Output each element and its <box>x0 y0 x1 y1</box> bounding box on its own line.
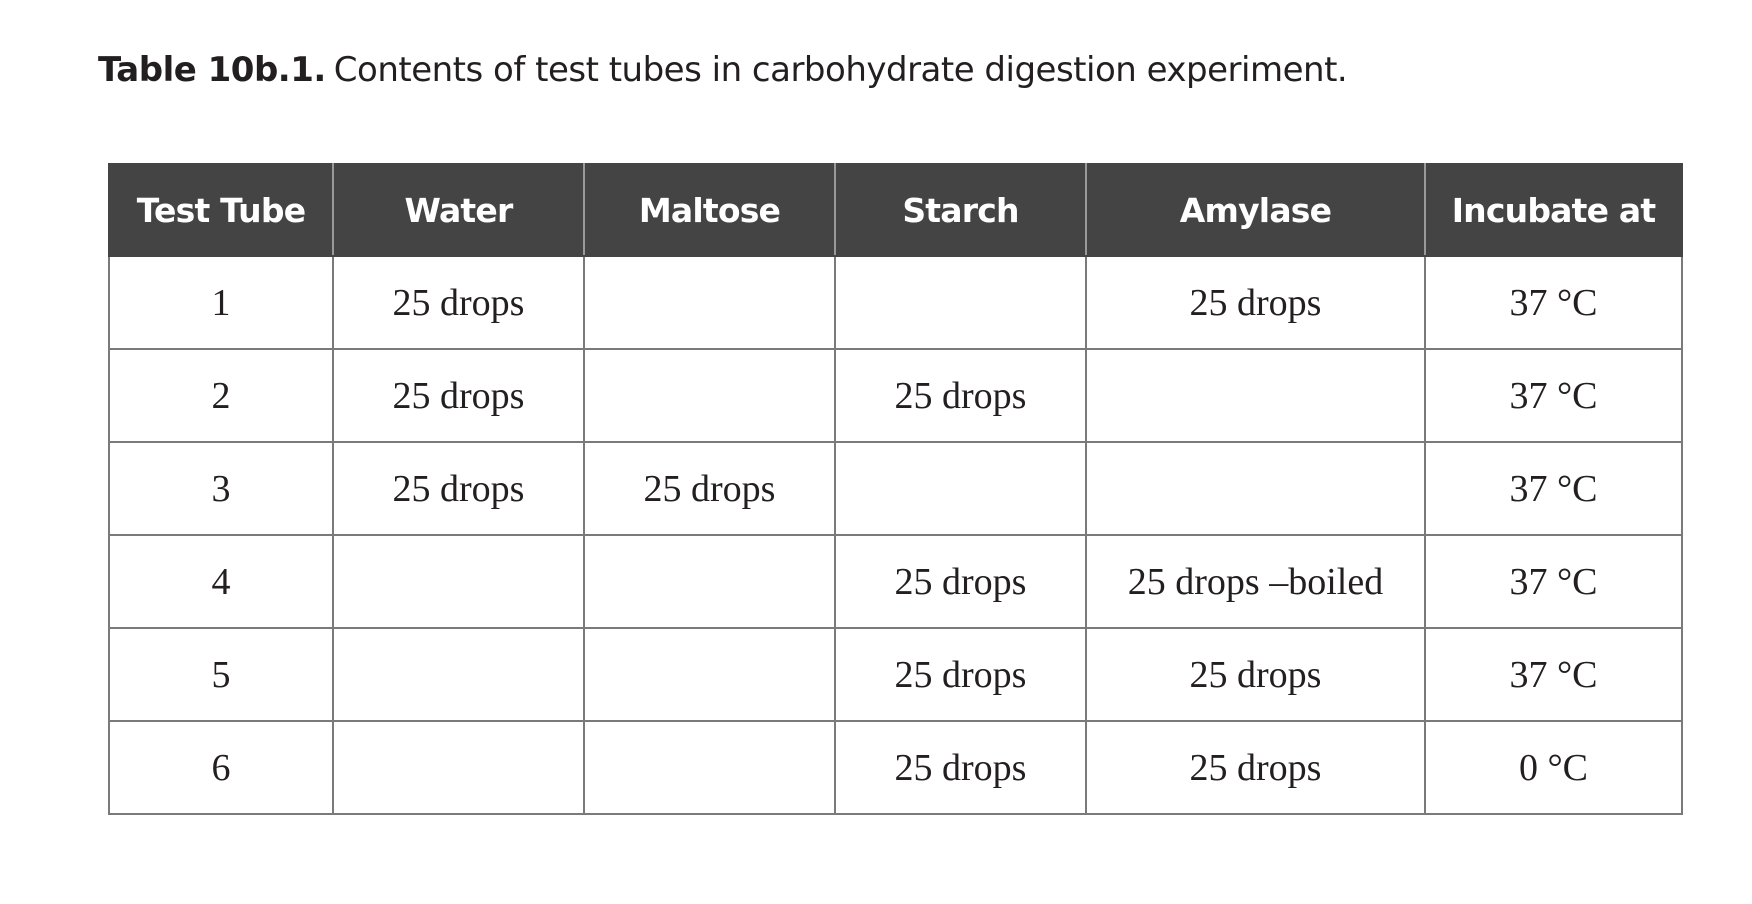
cell-water: 25 drops <box>332 348 585 443</box>
header-row: Test Tube Water Maltose Starch Amylase I… <box>108 163 1683 257</box>
table-row: 1 25 drops 25 drops 37 °C <box>108 255 1683 350</box>
header-maltose: Maltose <box>583 163 836 257</box>
table-caption: Table 10b.1. Contents of test tubes in ca… <box>98 44 1348 96</box>
cell-amylase: 25 drops <box>1085 720 1426 815</box>
cell-incubate-at: 37 °C <box>1424 627 1683 722</box>
cell-starch: 25 drops <box>834 534 1087 629</box>
caption-label: Table 10b.1. <box>98 50 326 90</box>
cell-starch: 25 drops <box>834 627 1087 722</box>
cell-incubate-at: 37 °C <box>1424 348 1683 443</box>
cell-starch: 25 drops <box>834 348 1087 443</box>
cell-maltose <box>583 255 836 350</box>
cell-water <box>332 534 585 629</box>
cell-test-tube: 6 <box>108 720 334 815</box>
header-amylase: Amylase <box>1085 163 1426 257</box>
cell-water: 25 drops <box>332 255 585 350</box>
cell-test-tube: 5 <box>108 627 334 722</box>
header-starch: Starch <box>834 163 1087 257</box>
cell-starch <box>834 255 1087 350</box>
table-body: 1 25 drops 25 drops 37 °C 2 25 drops 25 … <box>108 255 1683 815</box>
cell-amylase <box>1085 441 1426 536</box>
cell-test-tube: 3 <box>108 441 334 536</box>
cell-starch: 25 drops <box>834 720 1087 815</box>
cell-incubate-at: 37 °C <box>1424 534 1683 629</box>
table-row: 5 25 drops 25 drops 37 °C <box>108 627 1683 722</box>
table-row: 4 25 drops 25 drops –boiled 37 °C <box>108 534 1683 629</box>
cell-starch <box>834 441 1087 536</box>
table-row: 2 25 drops 25 drops 37 °C <box>108 348 1683 443</box>
table-row: 3 25 drops 25 drops 37 °C <box>108 441 1683 536</box>
cell-test-tube: 4 <box>108 534 334 629</box>
cell-maltose <box>583 534 836 629</box>
header-water: Water <box>332 163 585 257</box>
cell-amylase: 25 drops <box>1085 255 1426 350</box>
cell-maltose <box>583 348 836 443</box>
cell-water <box>332 627 585 722</box>
cell-water: 25 drops <box>332 441 585 536</box>
caption-text: Contents of test tubes in carbohydrate d… <box>333 50 1348 90</box>
cell-water <box>332 720 585 815</box>
table-header: Test Tube Water Maltose Starch Amylase I… <box>108 163 1683 257</box>
cell-incubate-at: 37 °C <box>1424 255 1683 350</box>
cell-maltose <box>583 627 836 722</box>
cell-amylase: 25 drops –boiled <box>1085 534 1426 629</box>
cell-test-tube: 2 <box>108 348 334 443</box>
cell-maltose: 25 drops <box>583 441 836 536</box>
cell-maltose <box>583 720 836 815</box>
cell-incubate-at: 37 °C <box>1424 441 1683 536</box>
header-incubate-at: Incubate at <box>1424 163 1683 257</box>
cell-test-tube: 1 <box>108 255 334 350</box>
cell-amylase: 25 drops <box>1085 627 1426 722</box>
table-row: 6 25 drops 25 drops 0 °C <box>108 720 1683 815</box>
cell-incubate-at: 0 °C <box>1424 720 1683 815</box>
header-test-tube: Test Tube <box>108 163 334 257</box>
cell-amylase <box>1085 348 1426 443</box>
test-tube-table: Test Tube Water Maltose Starch Amylase I… <box>108 163 1683 815</box>
